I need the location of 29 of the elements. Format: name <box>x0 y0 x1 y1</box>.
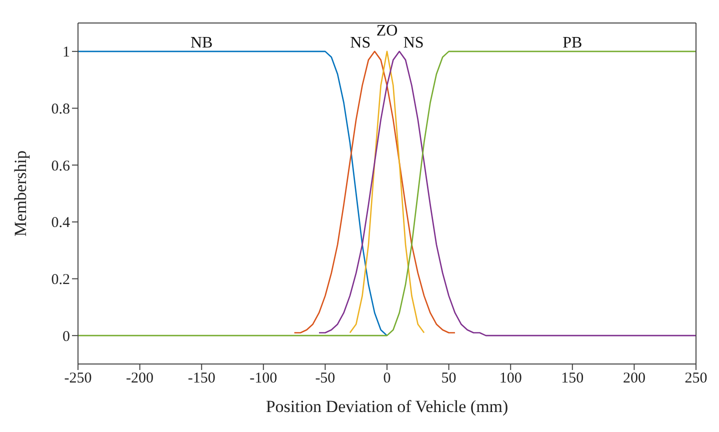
x-tick-label: 0 <box>383 370 391 387</box>
y-axis-title: Membership <box>11 150 30 236</box>
x-tick-label: 100 <box>499 370 522 387</box>
x-tick-label: -50 <box>315 370 336 387</box>
x-tick-label: -150 <box>188 370 216 387</box>
y-tick-label: 0.6 <box>51 158 70 174</box>
y-tick-label: 0 <box>62 328 70 345</box>
series-label: NB <box>190 34 213 52</box>
y-tick-label: 1 <box>62 44 70 61</box>
x-tick-label: -250 <box>64 370 92 387</box>
series-label: NS <box>403 34 424 52</box>
series-label: ZO <box>376 22 398 40</box>
x-tick-label: 250 <box>684 370 708 387</box>
x-tick-label: -200 <box>126 370 154 387</box>
x-tick-label: 200 <box>622 370 646 387</box>
y-tick-label: 0.2 <box>51 272 70 288</box>
y-tick-label: 0.8 <box>51 102 70 118</box>
x-tick-label: 150 <box>561 370 584 387</box>
line-series <box>294 50 456 334</box>
series-label: NS <box>350 34 371 52</box>
x-axis-title: Position Deviation of Vehicle (mm) <box>266 397 508 416</box>
line-series <box>78 50 388 336</box>
x-tick-label: 50 <box>441 370 456 387</box>
x-tick-label: -100 <box>250 370 278 387</box>
series-label: PB <box>562 34 582 52</box>
line-series <box>349 50 425 334</box>
y-tick-label: 0.4 <box>51 215 70 232</box>
line-series <box>78 50 696 336</box>
line-series <box>318 50 696 336</box>
